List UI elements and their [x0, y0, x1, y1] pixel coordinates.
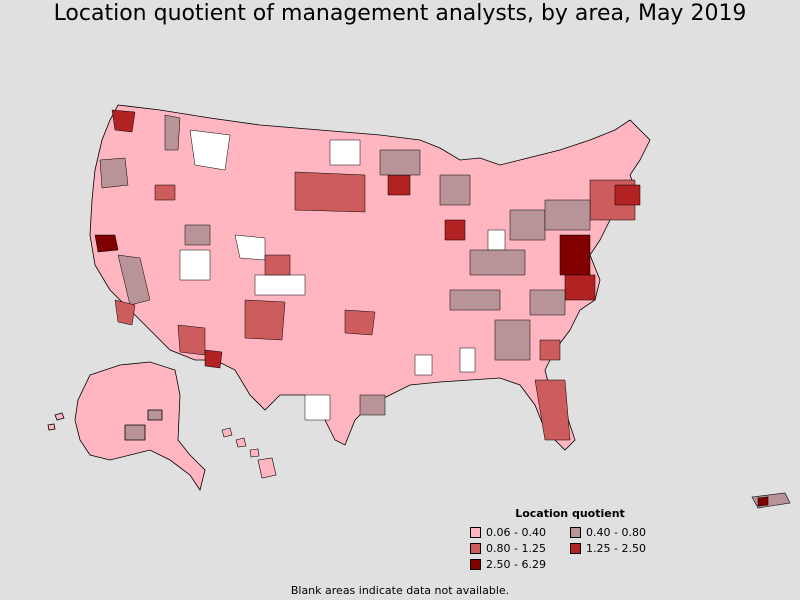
- region-id-north: [164, 114, 181, 151]
- region-az-se: [204, 349, 223, 369]
- region-or: [99, 157, 129, 189]
- region-ok: [344, 309, 376, 336]
- region-ut: [184, 224, 211, 246]
- legend-label: 0.40 - 0.80: [586, 526, 646, 539]
- region-mi: [439, 174, 471, 206]
- legend-label: 2.50 - 6.29: [486, 558, 546, 571]
- region-nm: [244, 299, 286, 341]
- legend-swatch: [470, 543, 481, 554]
- region-az-south: [177, 324, 206, 356]
- legend-swatch: [470, 559, 481, 570]
- region-tx-blank: [304, 394, 331, 421]
- region-ky: [469, 249, 526, 276]
- us-mainland-shape: [89, 104, 651, 451]
- region-tx-houston: [359, 394, 386, 416]
- legend-item-3: 1.25 - 2.50: [570, 542, 670, 555]
- region-ga: [494, 319, 531, 361]
- region-ca-bay: [94, 234, 119, 253]
- region-sc: [539, 339, 561, 361]
- alaska-region-mid: [124, 424, 146, 441]
- legend-swatch: [470, 527, 481, 538]
- region-co-center: [264, 254, 291, 276]
- region-ca-south: [114, 299, 136, 326]
- legend-swatch: [570, 527, 581, 538]
- region-va: [564, 274, 596, 301]
- puerto-rico-region: [757, 496, 769, 507]
- region-in-blank: [487, 229, 506, 251]
- region-fl: [534, 379, 571, 441]
- alaska: [47, 361, 206, 491]
- region-wy-blank1: [189, 129, 231, 171]
- legend-item-1: 0.40 - 0.80: [570, 526, 670, 539]
- region-id-boise: [154, 184, 176, 201]
- region-sd: [294, 171, 366, 213]
- region-ma: [614, 184, 641, 206]
- legend-label: 0.80 - 1.25: [486, 542, 546, 555]
- legend-item-2: 0.80 - 1.25: [470, 542, 570, 555]
- region-la-blank: [414, 354, 433, 376]
- legend-label: 0.06 - 0.40: [486, 526, 546, 539]
- region-tn: [449, 289, 501, 311]
- legend-item-0: 0.06 - 0.40: [470, 526, 570, 539]
- map-title: Location quotient of management analysts…: [53, 1, 747, 26]
- region-pa: [544, 199, 591, 231]
- region-nv-ut-blank: [179, 249, 211, 281]
- legend-item-4: 2.50 - 6.29: [470, 558, 570, 571]
- region-nd-blank: [329, 139, 361, 166]
- legend-title: Location quotient: [515, 507, 625, 520]
- region-wi: [387, 174, 411, 196]
- region-il: [444, 219, 466, 241]
- alaska-islands: [47, 412, 65, 431]
- alaska-region-south: [147, 409, 163, 421]
- region-nc: [529, 289, 566, 316]
- area-regions: [94, 109, 641, 441]
- region-ca-central: [117, 254, 151, 306]
- puerto-rico: [751, 492, 791, 509]
- footnote: Blank areas indicate data not available.: [290, 584, 510, 597]
- hawaii-island-4: [257, 457, 277, 479]
- region-ms-blank: [459, 347, 476, 373]
- region-co-blank2: [254, 274, 306, 296]
- hawaii-island-2: [235, 437, 247, 448]
- region-mn: [379, 149, 421, 176]
- hawaii: [221, 427, 277, 479]
- region-dc-area: [559, 234, 591, 276]
- contiguous-us: [89, 104, 651, 451]
- hawaii-island-3: [249, 448, 260, 458]
- region-co-blank: [234, 234, 266, 261]
- map-legend: Location quotient 0.06 - 0.40 0.40 - 0.8…: [470, 507, 670, 571]
- region-oh: [509, 209, 546, 241]
- legend-grid: 0.06 - 0.40 0.40 - 0.80 0.80 - 1.25 1.25…: [470, 526, 670, 571]
- legend-swatch: [570, 543, 581, 554]
- hawaii-island-1: [221, 427, 233, 438]
- legend-label: 1.25 - 2.50: [586, 542, 646, 555]
- region-wa-coast: [111, 109, 136, 133]
